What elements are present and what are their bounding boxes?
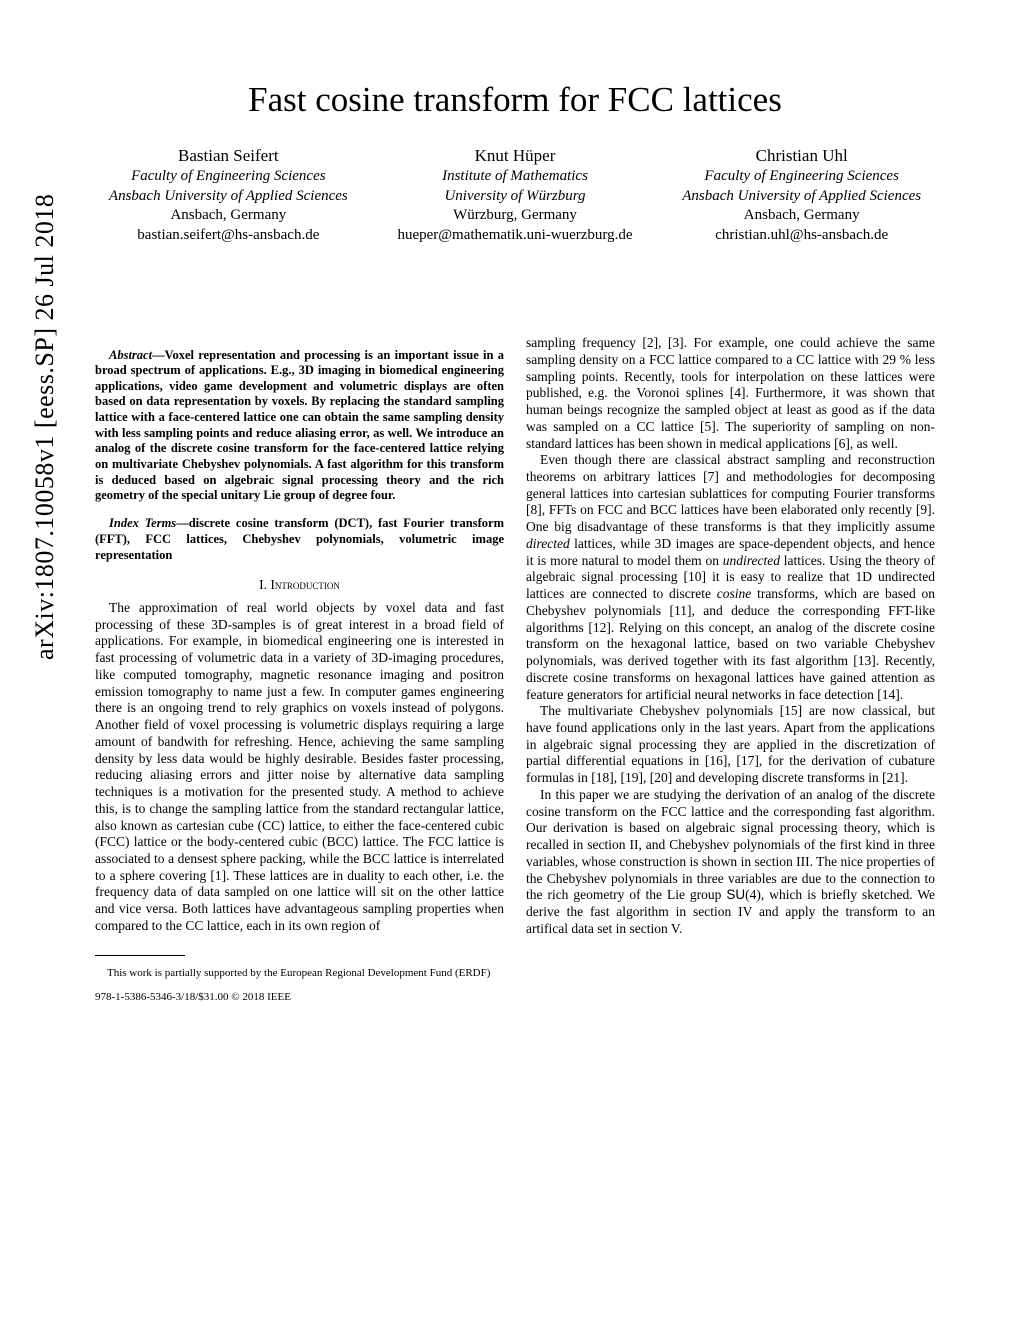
author-block-3: Christian Uhl Faculty of Engineering Sci… [668, 145, 935, 245]
text-run: Even though there are classical abstract… [526, 452, 935, 534]
body-paragraph: sampling frequency [2], [3]. For example… [526, 335, 935, 452]
body-paragraph: The approximation of real world objects … [95, 600, 504, 935]
arxiv-stamp: arXiv:1807.10058v1 [eess.SP] 26 Jul 2018 [30, 194, 60, 660]
author-email: hueper@mathematik.uni-wuerzburg.de [382, 226, 649, 246]
math-symbol: SU [726, 887, 745, 902]
author-email: bastian.seifert@hs-ansbach.de [95, 226, 362, 246]
abstract-label: Abstract [109, 348, 152, 362]
page-title: Fast cosine transform for FCC lattices [95, 80, 935, 120]
author-name: Bastian Seifert [95, 145, 362, 167]
author-affil: Faculty of Engineering Sciences [668, 167, 935, 187]
author-city: Würzburg, Germany [382, 206, 649, 226]
body-paragraph: The multivariate Chebyshev polynomials [… [526, 703, 935, 787]
author-block-2: Knut Hüper Institute of Mathematics Univ… [382, 145, 649, 245]
author-affil: Faculty of Engineering Sciences [95, 167, 362, 187]
italic-term: undirected [723, 553, 780, 568]
index-terms: Index Terms—discrete cosine transform (D… [95, 516, 504, 563]
footnote-separator [95, 955, 185, 956]
abstract: Abstract—Voxel representation and proces… [95, 348, 504, 504]
author-name: Knut Hüper [382, 145, 649, 167]
author-name: Christian Uhl [668, 145, 935, 167]
text-run: transforms, which are based on Chebyshev… [526, 586, 935, 701]
author-city: Ansbach, Germany [95, 206, 362, 226]
right-column: sampling frequency [2], [3]. For example… [526, 335, 935, 1015]
two-column-body: Abstract—Voxel representation and proces… [95, 335, 935, 1015]
author-block-1: Bastian Seifert Faculty of Engineering S… [95, 145, 362, 245]
authors-row: Bastian Seifert Faculty of Engineering S… [95, 145, 935, 245]
index-terms-label: Index Terms [109, 516, 176, 530]
abstract-text: —Voxel representation and processing is … [95, 348, 504, 503]
italic-term: cosine [717, 586, 752, 601]
author-affil: Ansbach University of Applied Sciences [668, 187, 935, 207]
left-column: Abstract—Voxel representation and proces… [95, 335, 504, 1015]
section-heading-introduction: I. Introduction [95, 577, 504, 594]
author-email: christian.uhl@hs-ansbach.de [668, 226, 935, 246]
body-paragraph: Even though there are classical abstract… [526, 452, 935, 703]
author-affil: Ansbach University of Applied Sciences [95, 187, 362, 207]
author-affil: University of Würzburg [382, 187, 649, 207]
footnote: This work is partially supported by the … [95, 967, 504, 980]
copyright-line: 978-1-5386-5346-3/18/$31.00 © 2018 IEEE [95, 991, 504, 1005]
body-paragraph: In this paper we are studying the deriva… [526, 787, 935, 938]
page-content: Fast cosine transform for FCC lattices B… [0, 0, 1020, 1045]
author-affil: Institute of Mathematics [382, 167, 649, 187]
author-city: Ansbach, Germany [668, 206, 935, 226]
text-run: In this paper we are studying the deriva… [526, 787, 935, 902]
italic-term: directed [526, 536, 570, 551]
